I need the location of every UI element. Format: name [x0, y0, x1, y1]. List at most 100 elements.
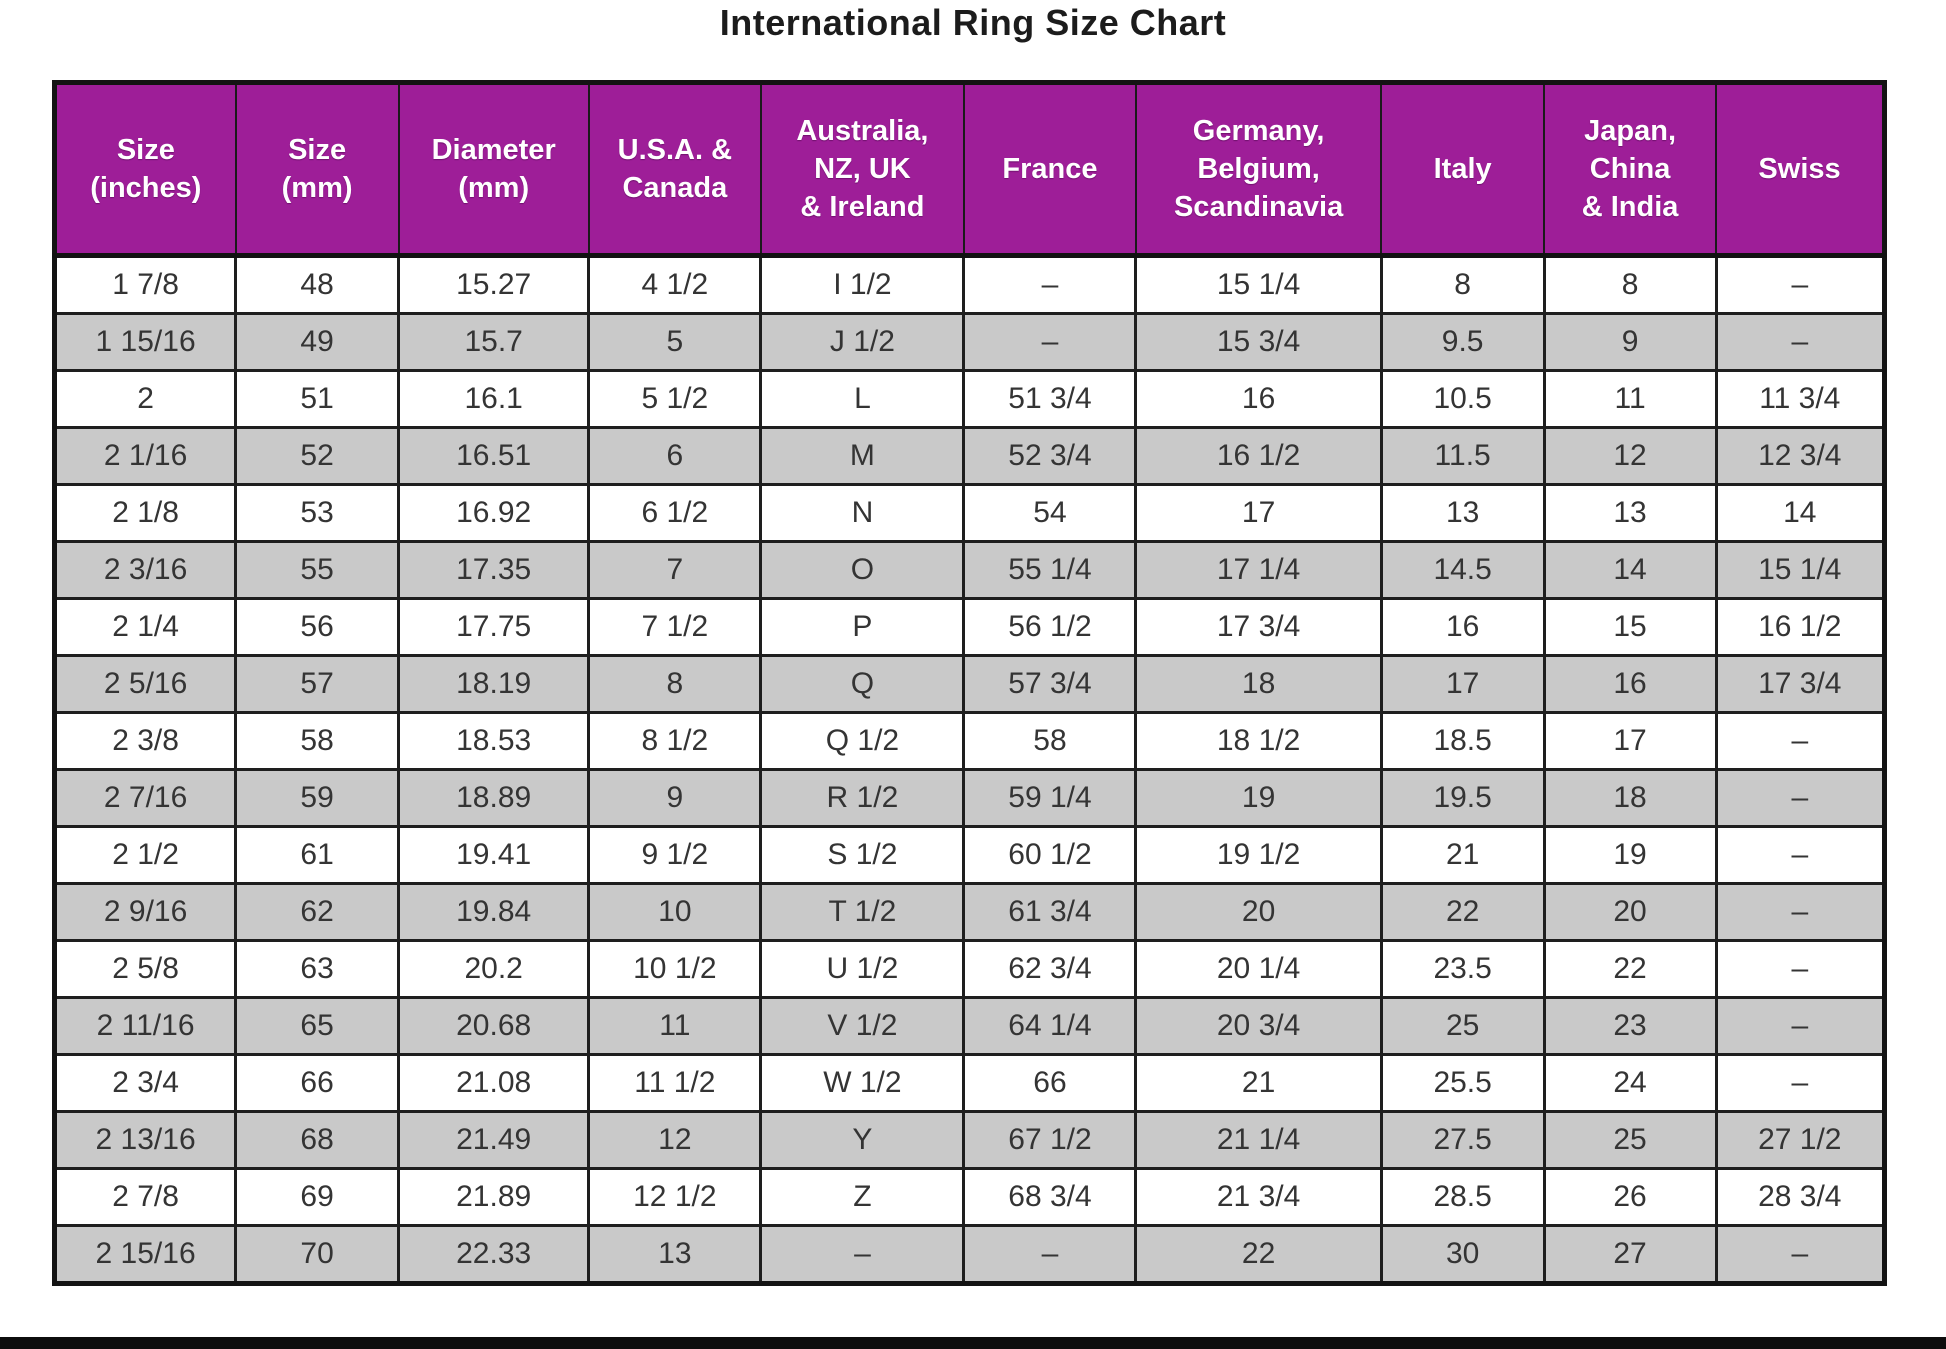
table-cell: 70	[234, 1224, 401, 1285]
table-cell: 11 3/4	[1714, 369, 1887, 429]
table-cell: 15 1/4	[1714, 540, 1887, 600]
table-cell: 9	[587, 768, 763, 828]
table-cell: 16.92	[397, 483, 591, 543]
table-cell: 56 1/2	[962, 597, 1138, 657]
table-cell: 49	[234, 312, 401, 372]
table-cell: 58	[962, 711, 1138, 771]
table-cell: 12	[1542, 426, 1718, 486]
table-cell: Y	[759, 1110, 966, 1170]
column-header: Australia, NZ, UK & Ireland	[759, 81, 965, 258]
column-header: Japan, China & India	[1543, 81, 1718, 258]
table-cell: 15 1/4	[1134, 254, 1383, 315]
table-cell: 54	[962, 483, 1138, 543]
table-cell: 16	[1379, 597, 1546, 657]
table-row: 2 13/16 68 21.49 12 Y 67 1/2 21 1/4 27.5 25 27 1/…	[52, 1110, 1887, 1170]
table-cell: 19.41	[397, 825, 591, 885]
table-cell: 66	[962, 1053, 1138, 1113]
table-row: 1 7/8 48 15.27 4 1/2 I 1/2–15 1/4 8 8–	[52, 254, 1887, 315]
table-cell: 5 1/2	[587, 369, 763, 429]
table-cell: 18.19	[397, 654, 591, 714]
table-cell: Q 1/2	[759, 711, 966, 771]
table-cell: 2 3/8	[52, 711, 238, 771]
table-cell: 10.5	[1379, 369, 1546, 429]
table-row: 2 1/2 61 19.41 9 1/2 S 1/2 60 1/2 19 1/2 21 19–	[52, 825, 1887, 885]
table-cell: 17.75	[397, 597, 591, 657]
table-cell: 21	[1379, 825, 1546, 885]
table-cell: 21 1/4	[1134, 1110, 1383, 1170]
table-cell: 62	[234, 882, 401, 942]
table-cell: 26	[1542, 1167, 1718, 1227]
table-cell: 16.51	[397, 426, 591, 486]
table-cell: 16 1/2	[1134, 426, 1383, 486]
table-cell: 21.49	[397, 1110, 591, 1170]
table-cell: 15.7	[397, 312, 591, 372]
table-row: 1 15/16 49 15.7 5 J 1/2–15 3/4 9.5 9–	[52, 312, 1887, 372]
ring-size-table: Size (inches) Size (mm) Diameter (mm) U.S.A…	[52, 80, 1887, 1286]
bottom-bar	[0, 1337, 1946, 1349]
table-cell: 22	[1134, 1224, 1383, 1285]
table-cell: 25	[1542, 1110, 1718, 1170]
table-cell: 69	[234, 1167, 401, 1227]
table-cell: 6	[587, 426, 763, 486]
table-cell: 21.89	[397, 1167, 591, 1227]
table-body: 1 7/8 48 15.27 4 1/2 I 1/2–15 1/4 8 8–1 15/16 4…	[52, 254, 1887, 1285]
table-cell: 12	[587, 1110, 763, 1170]
table-cell: 20 3/4	[1134, 996, 1383, 1056]
column-header: U.S.A. & Canada	[587, 81, 762, 258]
table-cell: 20	[1134, 882, 1383, 942]
table-cell: 1 7/8	[52, 254, 238, 315]
table-cell: –	[1714, 939, 1887, 999]
table-cell: 48	[234, 254, 401, 315]
table-cell: 22	[1379, 882, 1546, 942]
table-cell: I 1/2	[759, 254, 966, 315]
table-cell: 18 1/2	[1134, 711, 1383, 771]
table-cell: 8	[1542, 254, 1718, 315]
table-cell: 13	[587, 1224, 763, 1285]
table-cell: 5	[587, 312, 763, 372]
table-cell: 52	[234, 426, 401, 486]
table-cell: 12 3/4	[1714, 426, 1887, 486]
table-cell: 59	[234, 768, 401, 828]
table-cell: 22	[1542, 939, 1718, 999]
table-cell: –	[1714, 711, 1887, 771]
table-cell: 19 1/2	[1134, 825, 1383, 885]
table-cell: –	[962, 312, 1138, 372]
column-header: Italy	[1380, 81, 1546, 258]
table-cell: 2 3/4	[52, 1053, 238, 1113]
table-cell: 27 1/2	[1714, 1110, 1887, 1170]
column-header: France	[962, 81, 1137, 258]
table-cell: 2 9/16	[52, 882, 238, 942]
table-cell: 18.53	[397, 711, 591, 771]
table-row: 2 5/8 63 20.2 10 1/2 U 1/2 62 3/4 20 1/4 23.5 22…	[52, 939, 1887, 999]
table-cell: 55 1/4	[962, 540, 1138, 600]
table-cell: 17 3/4	[1134, 597, 1383, 657]
table-cell: 56	[234, 597, 401, 657]
table-cell: J 1/2	[759, 312, 966, 372]
table-cell: 51	[234, 369, 401, 429]
table-cell: 10 1/2	[587, 939, 763, 999]
table-cell: 15	[1542, 597, 1718, 657]
table-cell: 19	[1542, 825, 1718, 885]
table-cell: 66	[234, 1053, 401, 1113]
table-cell: 2	[52, 369, 238, 429]
table-row: 2 7/16 59 18.89 9 R 1/2 59 1/4 19 19.5 18–	[52, 768, 1887, 828]
table-cell: –	[1714, 825, 1887, 885]
table-cell: 2 5/8	[52, 939, 238, 999]
table-cell: 8	[587, 654, 763, 714]
table-cell: 14.5	[1379, 540, 1546, 600]
table-cell: 62 3/4	[962, 939, 1138, 999]
table-cell: 16.1	[397, 369, 591, 429]
table-cell: 27	[1542, 1224, 1718, 1285]
table-cell: L	[759, 369, 966, 429]
table-cell: 57 3/4	[962, 654, 1138, 714]
table-cell: –	[962, 254, 1138, 315]
table-cell: 17 3/4	[1714, 654, 1887, 714]
table-cell: 20	[1542, 882, 1718, 942]
table-cell: 11.5	[1379, 426, 1546, 486]
header-row: Size (inches) Size (mm) Diameter (mm) U.S.A…	[53, 81, 1886, 258]
table-cell: 2 1/2	[52, 825, 238, 885]
table-cell: 11	[587, 996, 763, 1056]
table-cell: 9	[1542, 312, 1718, 372]
table-cell: 4 1/2	[587, 254, 763, 315]
table-cell: 13	[1542, 483, 1718, 543]
